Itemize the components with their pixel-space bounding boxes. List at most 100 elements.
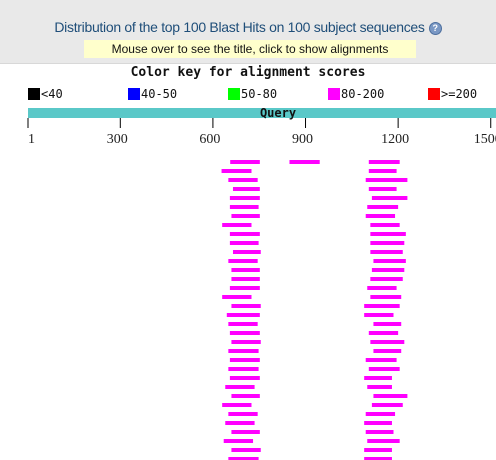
hit-bar-33-1[interactable] (231, 448, 261, 452)
hit-bar-17-1[interactable] (231, 304, 261, 308)
hit-bar-25-1[interactable] (229, 376, 260, 380)
hit-bar-20-2[interactable] (368, 331, 399, 335)
hit-bar-32-2[interactable] (367, 439, 400, 443)
color-key-item-50-80: 50-80 (228, 87, 277, 101)
hit-bar-16-1[interactable] (222, 295, 252, 299)
x-tick-label-1500: 1500 (474, 132, 496, 147)
hit-bar-34-1[interactable] (228, 457, 259, 460)
color-key-label: 80-200 (341, 87, 385, 101)
hit-bar-5-2[interactable] (371, 196, 408, 200)
hit-bar-34-2[interactable] (364, 457, 392, 460)
hit-bar-4-1[interactable] (232, 187, 260, 191)
hit-bar-24-1[interactable] (228, 367, 259, 371)
x-tick-label-300: 300 (107, 132, 128, 147)
page-title: Distribution of the top 100 Blast Hits o… (0, 19, 496, 35)
hit-bar-2-2[interactable] (368, 169, 397, 173)
color-key-item-40-50: 40-50 (128, 87, 177, 101)
color-key-item-lt40: <40 (28, 87, 63, 101)
color-swatch (128, 88, 140, 100)
query-bar (28, 108, 496, 118)
hit-bar-23-1[interactable] (229, 358, 260, 362)
color-swatch (28, 88, 40, 100)
hit-bar-31-1[interactable] (231, 430, 260, 434)
hit-bar-22-2[interactable] (373, 349, 402, 353)
title-text: Distribution of the top 100 Blast Hits o… (54, 19, 425, 35)
hit-bar-1-2[interactable] (289, 160, 320, 164)
color-swatch (228, 88, 240, 100)
hit-bar-12-1[interactable] (228, 259, 258, 263)
hit-bar-14-1[interactable] (231, 277, 260, 281)
hit-bar-27-1[interactable] (231, 394, 260, 398)
hit-bar-26-2[interactable] (367, 385, 392, 389)
hit-bar-15-2[interactable] (367, 286, 397, 290)
hit-bar-1-1[interactable] (230, 160, 260, 164)
hit-bar-20-1[interactable] (229, 331, 260, 335)
hit-bar-29-1[interactable] (228, 412, 258, 416)
hit-bar-15-1[interactable] (229, 286, 260, 290)
hit-bar-19-1[interactable] (228, 322, 258, 326)
hit-bar-27-2[interactable] (373, 394, 408, 398)
hit-bar-11-2[interactable] (370, 250, 403, 254)
hit-bar-28-2[interactable] (371, 403, 403, 407)
color-key-title: Color key for alignment scores (130, 65, 366, 80)
color-key-label: >=200 (441, 87, 478, 101)
hit-bar-3-2[interactable] (365, 178, 408, 182)
hit-bar-24-2[interactable] (368, 367, 400, 371)
hit-bar-30-2[interactable] (364, 421, 392, 425)
hit-bar-17-2[interactable] (364, 304, 400, 308)
hit-bar-7-1[interactable] (231, 214, 260, 218)
color-key-item-80-200: 80-200 (328, 87, 384, 101)
hit-bar-19-2[interactable] (373, 322, 402, 326)
hit-bar-33-2[interactable] (364, 448, 392, 452)
hit-bar-21-2[interactable] (370, 340, 405, 344)
hit-bar-3-1[interactable] (228, 178, 258, 182)
hit-bar-25-2[interactable] (364, 376, 392, 380)
hit-bar-10-1[interactable] (229, 241, 259, 245)
x-axis: 1 300 600 900 1200 1500 (27, 118, 496, 147)
hit-bar-4-2[interactable] (368, 187, 397, 191)
query-label: Query (260, 106, 296, 120)
x-tick-label-900: 900 (292, 132, 313, 147)
hit-bar-28-1[interactable] (222, 403, 252, 407)
color-key-label: 50-80 (241, 87, 278, 101)
hit-bar-9-2[interactable] (370, 232, 406, 236)
x-tick-label-1200: 1200 (381, 132, 409, 147)
hit-bar-26-1[interactable] (225, 385, 255, 389)
hit-bar-22-1[interactable] (228, 349, 259, 353)
hit-bar-12-2[interactable] (373, 259, 406, 263)
instruction-hint: Mouse over to see the title, click to sh… (84, 40, 416, 58)
hit-bar-23-2[interactable] (365, 358, 397, 362)
hit-bar-13-1[interactable] (231, 268, 260, 272)
hit-bar-11-1[interactable] (232, 250, 261, 254)
x-tick-label-1: 1 (28, 132, 35, 147)
x-tick-label-600: 600 (199, 132, 220, 147)
hit-bar-18-1[interactable] (226, 313, 260, 317)
hit-bar-30-1[interactable] (225, 421, 255, 425)
hit-bar-18-2[interactable] (364, 313, 394, 317)
hit-bar-2-1[interactable] (221, 169, 252, 173)
hit-bars[interactable] (221, 160, 408, 460)
hit-bar-1-3[interactable] (368, 160, 400, 164)
hit-bar-31-2[interactable] (365, 430, 394, 434)
hit-bar-13-2[interactable] (371, 268, 405, 272)
color-swatch (428, 88, 440, 100)
question-circle-icon[interactable]: ? (428, 22, 442, 35)
hit-bar-21-1[interactable] (231, 340, 261, 344)
hit-bar-16-2[interactable] (370, 295, 402, 299)
color-key-item-gte200: >=200 (428, 87, 477, 101)
hit-bar-5-1[interactable] (229, 196, 260, 200)
hit-bar-6-1[interactable] (229, 205, 259, 209)
hit-bar-29-2[interactable] (365, 412, 396, 416)
hit-bar-10-2[interactable] (370, 241, 405, 245)
hit-bar-8-2[interactable] (370, 223, 400, 227)
hit-bar-6-2[interactable] (367, 205, 399, 209)
hit-bar-14-2[interactable] (370, 277, 403, 281)
hit-bar-9-1[interactable] (229, 232, 260, 236)
hit-bar-7-2[interactable] (365, 214, 396, 218)
hit-bar-32-1[interactable] (223, 439, 254, 443)
hit-bar-8-1[interactable] (222, 223, 252, 227)
color-key-label: <40 (41, 87, 63, 101)
color-key-label: 40-50 (141, 87, 178, 101)
color-swatch (328, 88, 340, 100)
